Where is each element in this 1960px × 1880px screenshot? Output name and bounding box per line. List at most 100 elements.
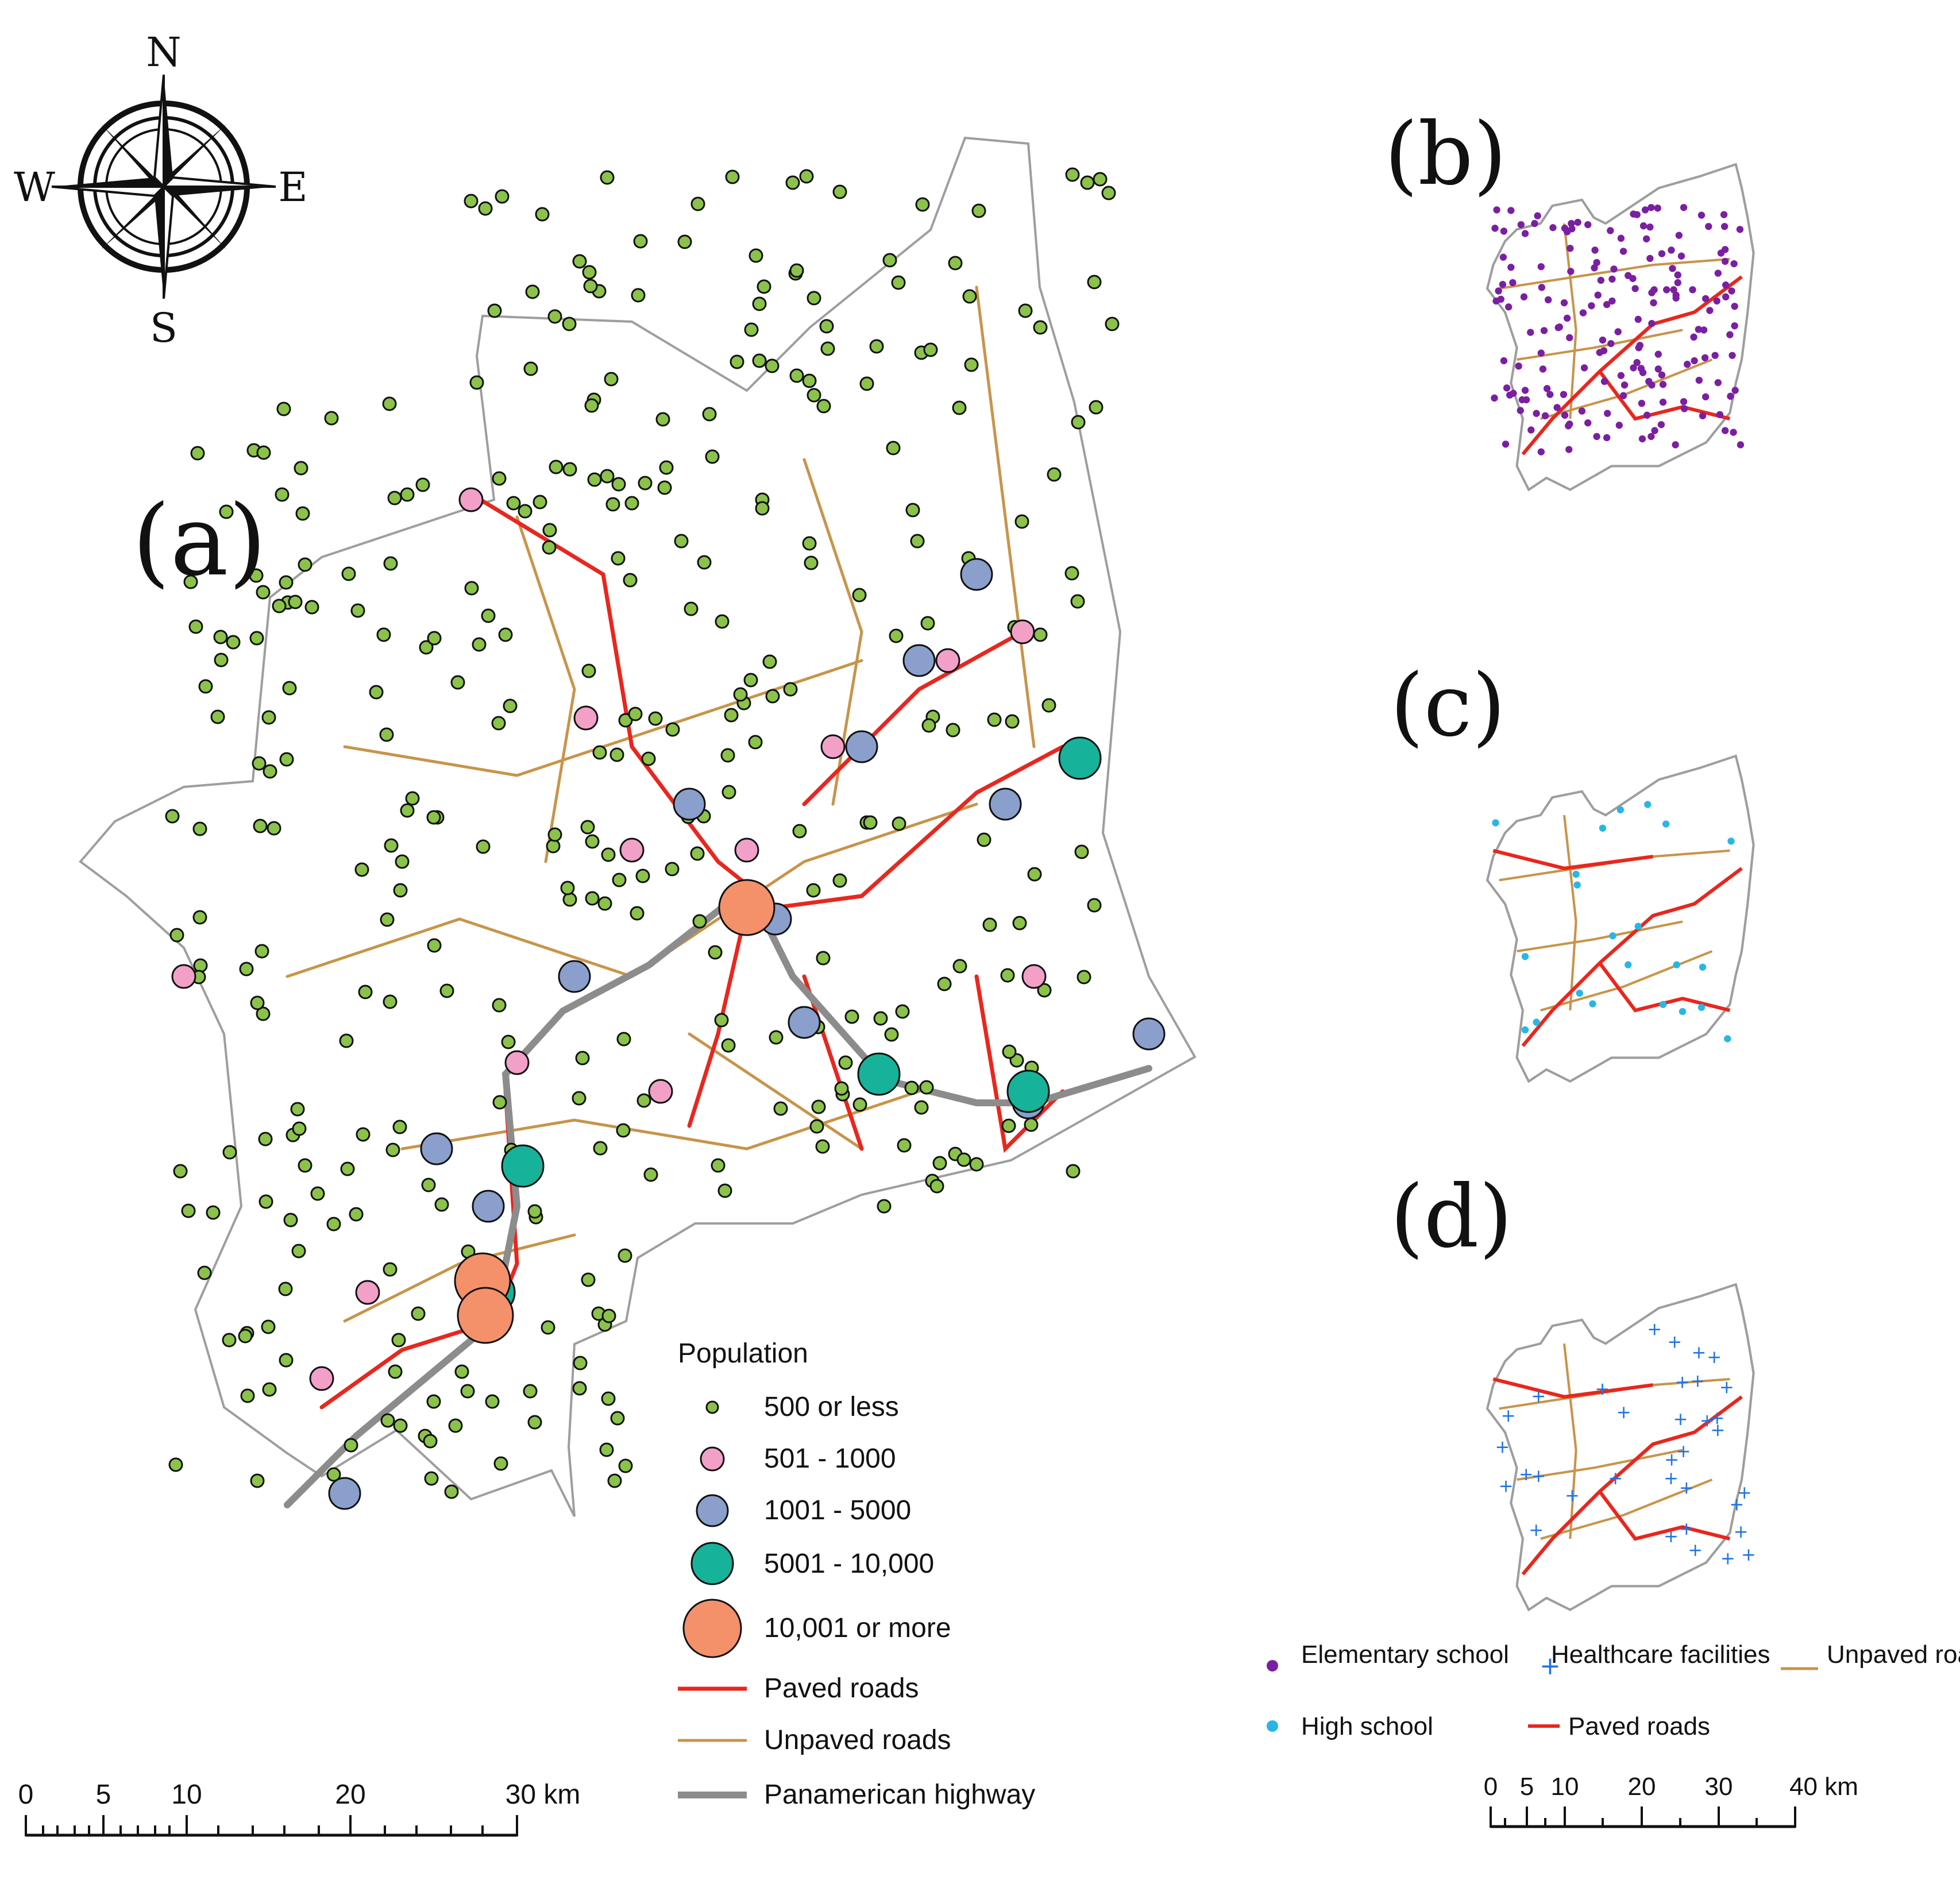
- settlement-point: [638, 476, 653, 491]
- settlement-point: [547, 827, 562, 842]
- settlement-point: [897, 1138, 912, 1153]
- legend-symbol-elementary: [1267, 1660, 1278, 1671]
- settlement-point: [820, 341, 835, 356]
- facility-point: [1593, 433, 1600, 441]
- compass-w: W: [14, 164, 55, 211]
- settlement-point: [279, 752, 294, 767]
- settlement-point: [624, 496, 639, 511]
- settlement-point: [665, 722, 680, 737]
- settlement-point: [635, 868, 650, 883]
- settlement-point: [523, 361, 538, 376]
- settlement-point: [636, 1093, 651, 1108]
- settlement-point: [859, 376, 874, 391]
- facility-point: [1650, 299, 1657, 307]
- settlement-point: [580, 820, 595, 835]
- facility-point: +: [1720, 1548, 1735, 1569]
- settlement-point: [304, 600, 319, 615]
- compass-n: N: [146, 29, 181, 76]
- facility-point: [1722, 293, 1730, 300]
- facility-point: [1574, 218, 1581, 226]
- settlement-point: [309, 1366, 334, 1391]
- settlement-point: [533, 495, 547, 509]
- healthcare-points: +++++++++++++ +++++++++++++++++++++: [1495, 1319, 1755, 1569]
- settlement-point: [581, 663, 596, 678]
- scale-a-tick-5: 5: [96, 1779, 111, 1810]
- settlement-point: [702, 407, 717, 422]
- settlement-point: [400, 487, 415, 502]
- settlement-point: [811, 1099, 826, 1114]
- settlement-point: [1066, 1164, 1081, 1179]
- legend-label-high-school: High school: [1301, 1712, 1433, 1740]
- facility-point: [1617, 372, 1625, 379]
- settlement-point: [226, 635, 241, 650]
- settlement-point: [721, 1038, 736, 1053]
- settlement-point: [657, 480, 672, 495]
- facility-point: [1711, 352, 1719, 359]
- settlement-point: [369, 685, 384, 700]
- settlement-point: [765, 358, 780, 373]
- map-panel-b: [1487, 164, 1754, 490]
- settlement-point: [419, 640, 434, 655]
- settlement-point: [1033, 320, 1048, 335]
- facility-point: [1578, 407, 1586, 415]
- facility-point: [1722, 281, 1730, 289]
- settlement-point: [844, 1009, 859, 1024]
- settlement-point: [498, 627, 513, 642]
- settlement-point: [1047, 467, 1062, 482]
- settlement-point: [1064, 566, 1079, 581]
- scale-bcd-tick-5: 5: [1520, 1773, 1534, 1801]
- settlement-point: [1006, 1070, 1050, 1113]
- facility-point: [1658, 250, 1666, 257]
- facility-point: [1594, 291, 1602, 299]
- facility-point: +: [1608, 1468, 1623, 1489]
- settlement-point: [600, 469, 615, 484]
- facility-point: [1679, 1007, 1687, 1016]
- settlement-point: [852, 1097, 867, 1112]
- settlement-point: [884, 1027, 899, 1042]
- facility-point: [1701, 354, 1709, 362]
- facility-point: [1500, 227, 1508, 235]
- settlement-point: [600, 170, 615, 185]
- settlement-point: [206, 1205, 221, 1220]
- settlement-point: [275, 487, 290, 502]
- settlement-point: [562, 892, 577, 907]
- settlement-point: [256, 445, 271, 460]
- settlement-point: [210, 709, 225, 724]
- map-panel-c: [1487, 756, 1754, 1082]
- settlement-point: [190, 446, 205, 461]
- settlement-point: [655, 412, 670, 427]
- settlement-point: [648, 711, 663, 726]
- settlement-point: [213, 630, 228, 644]
- settlement-point: [1101, 186, 1116, 200]
- settlement-point: [863, 815, 878, 830]
- facility-point: [1597, 276, 1605, 284]
- settlement-point: [256, 585, 271, 600]
- scale-bcd-tick-20: 20: [1628, 1773, 1656, 1801]
- settlement-point: [834, 1081, 849, 1096]
- settlement-point: [506, 496, 521, 511]
- facility-point: [1591, 264, 1598, 272]
- facility-point: [1573, 881, 1581, 889]
- settlement-point: [807, 388, 821, 403]
- settlement-point: [392, 1119, 407, 1134]
- settlement-point: [263, 764, 277, 779]
- facility-point: [1643, 411, 1651, 419]
- facility-point: +: [1519, 1464, 1534, 1485]
- settlement-point: [291, 1244, 306, 1259]
- settlement-point: [173, 1164, 188, 1179]
- settlement-point: [310, 1186, 325, 1201]
- settlement-point: [469, 375, 484, 390]
- facility-point: [1517, 221, 1525, 229]
- panel-label-a: (a): [132, 484, 267, 598]
- settlement-point: [982, 917, 997, 932]
- settlement-point: [971, 203, 986, 218]
- facility-point: [1668, 246, 1675, 254]
- facility-point: [1720, 211, 1728, 218]
- legend-label-class-1: 500 or less: [764, 1392, 899, 1422]
- settlement-point: [910, 534, 925, 549]
- facility-point: [1507, 207, 1515, 214]
- legend-symbol-class-2: [700, 1446, 725, 1472]
- facility-point: [1695, 376, 1703, 384]
- settlement-point: [610, 1411, 625, 1426]
- facility-point: [1563, 314, 1571, 322]
